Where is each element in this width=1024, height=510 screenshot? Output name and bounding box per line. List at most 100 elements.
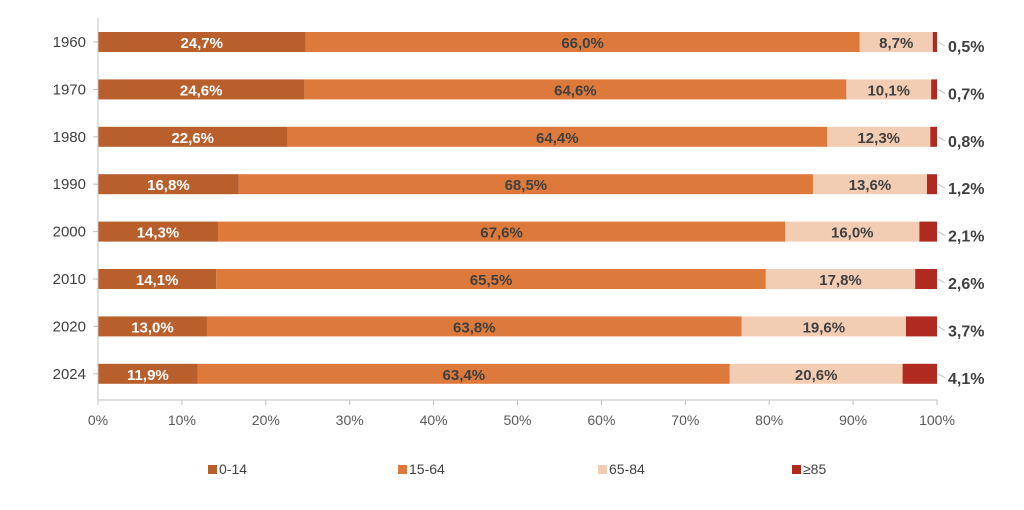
x-tick-label: 10% [168,412,196,428]
bar-segment [98,174,239,195]
bar-segment [98,32,306,52]
legend-swatch [792,465,801,474]
data-label: 13,0% [131,319,174,336]
data-label: 19,6% [803,319,846,336]
data-label: 64,4% [536,130,579,147]
leader-line [937,325,946,331]
data-label: 63,8% [453,319,496,336]
bar-segment [729,363,903,384]
data-label: 16,0% [831,225,874,242]
x-tick-label: 0% [88,412,108,428]
bar-segment [859,32,933,52]
bar-segment [98,269,217,289]
bar-segment [287,126,828,147]
category-label: 2010 [53,271,86,288]
x-tick-label: 100% [919,412,955,428]
bar-segment [206,316,742,337]
data-label: 66,0% [561,35,604,52]
legend: 0-14 15-64 65-84 ≥85 [208,461,826,477]
leader-line [937,136,946,142]
bar-segment [919,221,937,242]
data-label: 4,1% [948,371,984,388]
category-label: 2024 [53,366,86,383]
bar-segment [812,174,927,195]
data-label: 24,7% [180,35,223,52]
data-label: 63,4% [443,367,486,384]
data-label: 14,3% [137,225,180,242]
bar-segment [926,174,937,195]
category-label: 1980 [53,129,86,146]
data-label: 64,6% [554,82,597,99]
bar-segment [98,79,305,100]
leader-line [937,278,946,284]
leader-line [937,41,946,47]
x-tick-label: 30% [336,412,364,428]
leader-line [937,183,946,189]
bar-segment [304,79,847,100]
legend-label: ≥85 [803,461,826,477]
x-axis: 0% 10% 20% 30% 40% 50% 60% 70% 80% 90% 100% [88,18,955,428]
legend-swatch [398,465,407,474]
bar-segment [932,32,937,52]
bar-segment [931,79,937,100]
bar-segment [98,221,218,242]
x-tick-label: 40% [420,412,448,428]
data-label: 24,6% [180,82,223,99]
leader-line [937,231,946,237]
data-label: 0,7% [948,86,984,103]
bar-segment [741,316,906,337]
data-label: 13,6% [849,177,892,194]
bar-segment [217,221,786,242]
data-label: 2,1% [948,229,984,246]
bar-segment [785,221,920,242]
bar-segment [827,126,931,147]
x-tick-label: 20% [252,412,280,428]
bar-segment [216,269,766,289]
category-label: 2000 [53,224,86,241]
data-label: 2,6% [948,276,984,293]
data-label: 67,6% [480,225,523,242]
bar-segment [846,79,932,100]
x-tick-label: 50% [503,412,531,428]
legend-swatch [598,465,607,474]
data-label: 12,3% [857,130,900,147]
bar-segment [98,316,207,337]
data-label: 10,1% [867,82,910,99]
x-tick-label: 80% [755,412,783,428]
bar-segment [902,363,937,384]
bar-segment [197,363,730,384]
bar-segment [915,269,937,289]
data-label: 68,5% [505,177,548,194]
bar-segment [930,126,937,147]
data-label: 0,8% [948,134,984,151]
legend-label: 15-64 [409,461,445,477]
category-label: 2020 [53,318,86,335]
legend-label: 0-14 [219,461,247,477]
legend-label: 65-84 [609,461,645,477]
category-label: 1970 [53,81,86,98]
data-label: 22,6% [171,130,214,147]
data-label: 0,5% [948,39,984,56]
bar-segment [238,174,813,195]
data-label: 65,5% [470,272,513,289]
x-tick-label: 90% [839,412,867,428]
data-label: 1,2% [948,181,984,198]
bar-segment [98,363,198,384]
data-label: 3,7% [948,323,984,340]
data-label: 8,7% [879,35,913,52]
data-label: 16,8% [147,177,190,194]
data-label: 11,9% [127,367,169,384]
data-label: 20,6% [795,367,838,384]
data-labels: 24,7% 66,0% 8,7% 0,5% 24,6% 64,6% 10,1% 0,7% 22,… [127,35,984,388]
bars-layer [98,32,937,384]
bar-segment [765,269,916,289]
bar-segment [305,32,860,52]
x-tick-label: 60% [587,412,615,428]
leader-line [937,373,946,379]
x-tick-label: 70% [671,412,699,428]
category-label: 1990 [53,176,86,193]
bar-segment [98,126,288,147]
category-label: 1960 [53,34,86,51]
leader-line [937,88,946,94]
